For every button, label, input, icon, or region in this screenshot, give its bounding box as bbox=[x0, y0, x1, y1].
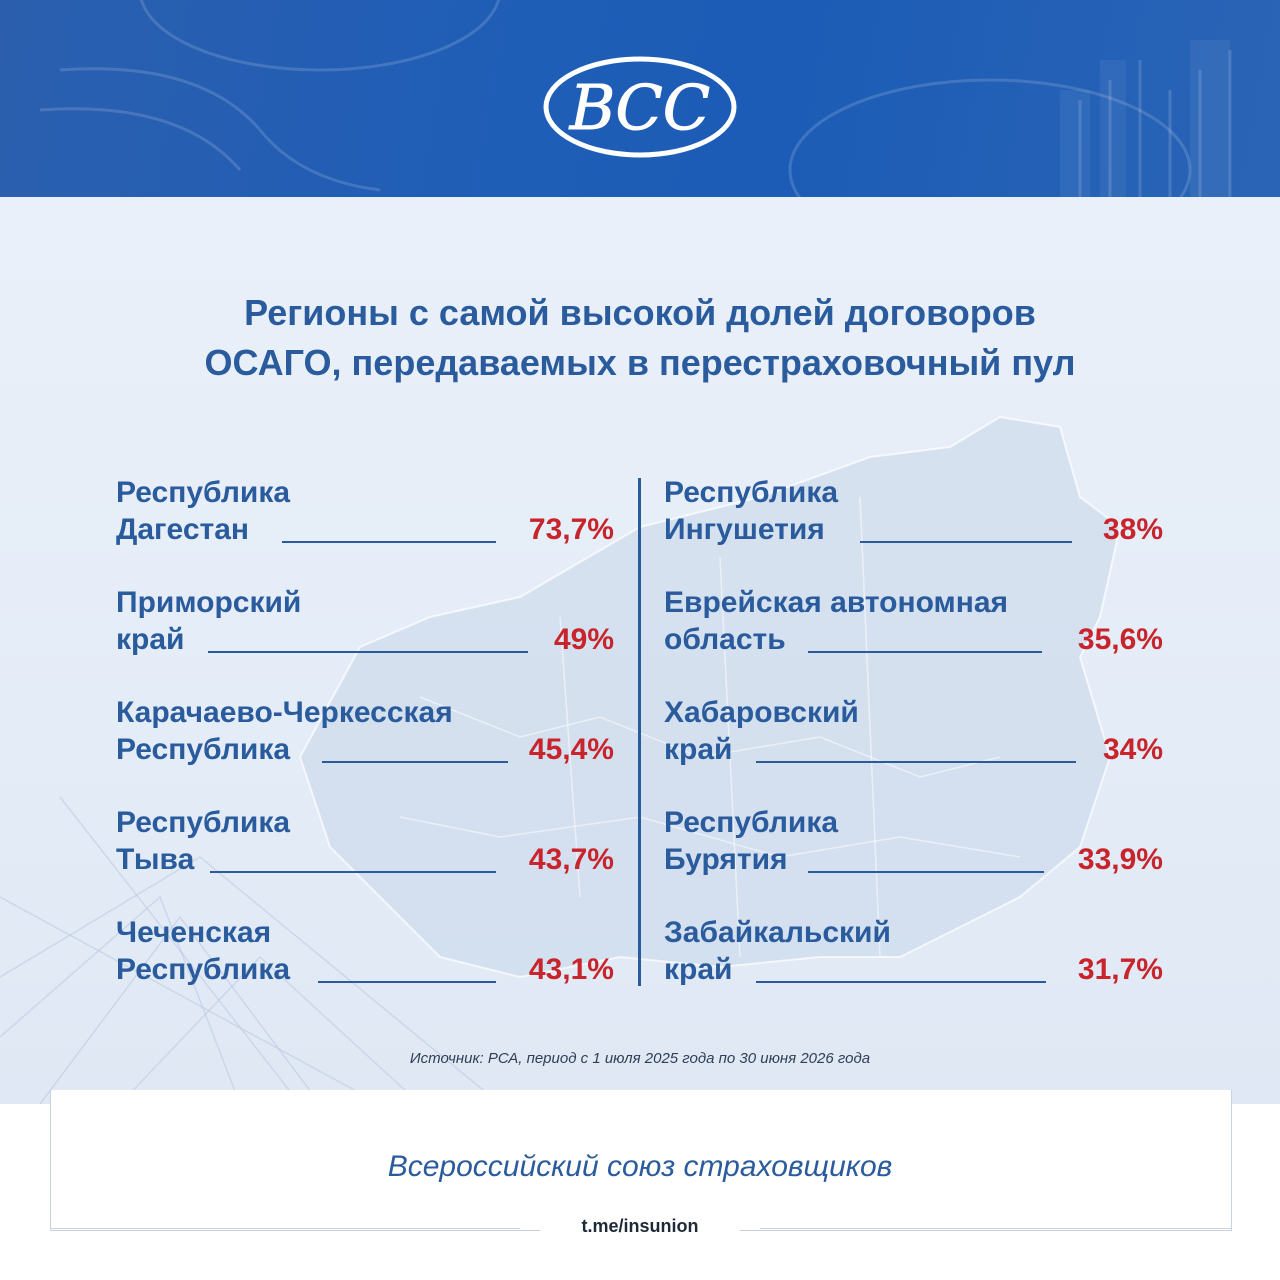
region-value: 73,7% bbox=[528, 513, 614, 546]
svg-text:ВСС: ВСС bbox=[569, 71, 710, 144]
column-divider bbox=[638, 478, 641, 986]
leader-line bbox=[282, 541, 496, 543]
footer-line-left bbox=[50, 1228, 520, 1229]
leader-line bbox=[318, 981, 496, 983]
russia-map-watermark bbox=[0, 415, 1122, 1104]
region-row: Республика Дагестан 73,7% bbox=[116, 475, 614, 555]
region-row: Забайкальский край 31,7% bbox=[664, 915, 1163, 995]
page-title: Регионы с самой высокой долей договоров … bbox=[0, 288, 1280, 388]
region-name-line-1: Чеченская bbox=[116, 916, 272, 949]
footer-organization: Всероссийский союз страховщиков bbox=[387, 1150, 893, 1183]
leader-line bbox=[208, 651, 528, 653]
region-name-line-1: Еврейская автономная bbox=[664, 586, 1009, 619]
region-row: Республика Бурятия 33,9% bbox=[664, 805, 1163, 885]
region-row: Хабаровский край 34% bbox=[664, 695, 1163, 775]
region-name-line-1: Республика bbox=[116, 806, 291, 839]
region-row: Чеченская Республика 43,1% bbox=[116, 915, 614, 995]
region-value: 43,1% bbox=[528, 953, 614, 986]
leader-line bbox=[210, 871, 496, 873]
region-name-line-1: Приморский bbox=[116, 586, 302, 619]
region-row: Республика Ингушетия 38% bbox=[664, 475, 1163, 555]
region-row: Республика Тыва 43,7% bbox=[116, 805, 614, 885]
footer-frame bbox=[50, 1090, 1232, 1231]
region-name-line-1: Республика bbox=[664, 806, 839, 839]
region-value: 38% bbox=[1102, 513, 1163, 546]
region-name-line-2: Ингушетия bbox=[664, 513, 825, 546]
vss-logo: ВСС bbox=[543, 56, 737, 158]
header-banner: ВСС bbox=[0, 0, 1280, 197]
title-line-1: Регионы с самой высокой долей договоров bbox=[244, 292, 1036, 333]
region-row: Еврейская автономная область 35,6% bbox=[664, 585, 1163, 665]
title-line-2: ОСАГО, передаваемых в перестраховочный п… bbox=[204, 342, 1076, 383]
region-value: 34% bbox=[1102, 733, 1163, 766]
region-name-line-1: Республика bbox=[664, 476, 839, 509]
region-row: Приморский край 49% bbox=[116, 585, 614, 665]
region-row: Карачаево-Черкесская Республика 45,4% bbox=[116, 695, 614, 775]
region-name-line-2: край bbox=[664, 953, 733, 986]
region-name-line-2: Тыва bbox=[116, 843, 195, 876]
region-name-line-2: край bbox=[116, 623, 185, 656]
leader-line bbox=[756, 761, 1076, 763]
footer-link-row: t.me/insunion bbox=[0, 1212, 1280, 1242]
region-value: 49% bbox=[553, 623, 614, 656]
region-name-line-2: область bbox=[664, 623, 786, 656]
leader-line bbox=[808, 651, 1042, 653]
footer-line-right bbox=[760, 1228, 1231, 1229]
region-name-line-2: край bbox=[664, 733, 733, 766]
region-name-line-1: Хабаровский bbox=[664, 696, 859, 729]
source-note: Источник: РСА, период с 1 июля 2025 года… bbox=[409, 1050, 871, 1067]
region-value: 43,7% bbox=[528, 843, 614, 876]
region-name-line-2: Бурятия bbox=[664, 843, 788, 876]
leader-line bbox=[756, 981, 1046, 983]
leader-line bbox=[322, 761, 508, 763]
leader-line bbox=[808, 871, 1044, 873]
region-name-line-2: Республика bbox=[116, 953, 291, 986]
region-value: 31,7% bbox=[1077, 953, 1163, 986]
region-name-line-2: Республика bbox=[116, 733, 291, 766]
region-value: 45,4% bbox=[528, 733, 614, 766]
telegram-link[interactable]: t.me/insunion bbox=[540, 1216, 740, 1237]
region-value: 33,9% bbox=[1077, 843, 1163, 876]
leader-line bbox=[860, 541, 1072, 543]
region-value: 35,6% bbox=[1077, 623, 1163, 656]
region-name-line-1: Карачаево-Черкесская bbox=[116, 696, 453, 729]
region-name-line-2: Дагестан bbox=[116, 513, 250, 546]
region-name-line-1: Забайкальский bbox=[664, 916, 891, 949]
banner-background-graphic bbox=[39, 0, 1232, 197]
region-name-line-1: Республика bbox=[116, 476, 291, 509]
